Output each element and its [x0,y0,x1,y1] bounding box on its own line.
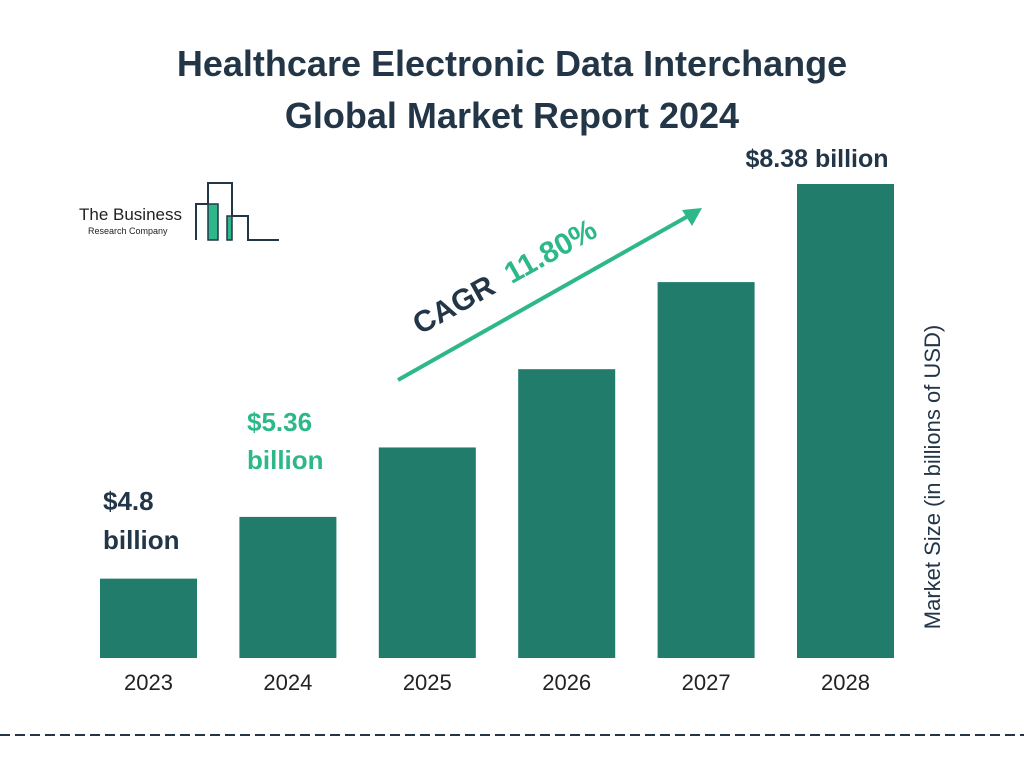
bar-2025 [378,447,476,658]
x-tick-2026: 2026 [542,670,591,695]
title-line-1: Healthcare Electronic Data Interchange [176,43,848,84]
y-axis-label: Market Size (in billions of USD) [920,325,945,629]
label-2023-line1: $4.8 [103,486,154,516]
label-2028: $8.38 billion [745,145,888,173]
x-tick-2024: 2024 [263,670,312,695]
bar-2027 [657,282,755,658]
bar-2023 [100,578,197,658]
arrow-head-icon [682,208,702,226]
bar-2026 [518,369,616,658]
svg-text:CAGR 11.80%: CAGR 11.80% [407,213,602,341]
cagr-annotation: CAGR 11.80% [397,208,702,382]
x-tick-2028: 2028 [821,670,870,695]
label-2024-line1: $5.36 [247,407,312,437]
x-tick-2025: 2025 [403,670,452,695]
x-tick-2023: 2023 [124,670,173,695]
logo-graphic [195,182,279,241]
bar-2028 [797,184,894,658]
title-line-2: Global Market Report 2024 [284,95,740,136]
cagr-value: 11.80% [499,213,603,290]
logo-text-line1: The Business [79,205,182,224]
chart-title: Healthcare Electronic Data Interchange G… [0,38,1024,142]
bar-2024 [239,516,337,658]
logo-text-line2: Research Company [88,226,168,236]
label-2024-line2: billion [247,445,324,475]
x-tick-2027: 2027 [682,670,731,695]
label-2023-line2: billion [103,525,180,555]
